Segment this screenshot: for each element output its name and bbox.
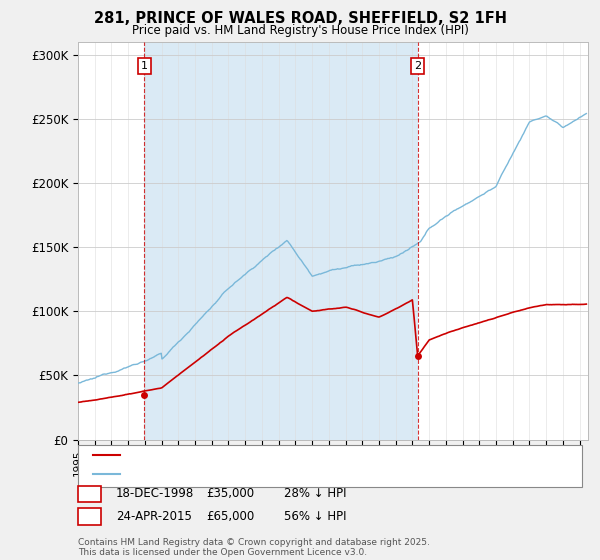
Text: 281, PRINCE OF WALES ROAD, SHEFFIELD, S2 1FH: 281, PRINCE OF WALES ROAD, SHEFFIELD, S2… <box>94 11 506 26</box>
Text: £65,000: £65,000 <box>206 510 254 524</box>
Text: Price paid vs. HM Land Registry's House Price Index (HPI): Price paid vs. HM Land Registry's House … <box>131 24 469 36</box>
Text: 24-APR-2015: 24-APR-2015 <box>116 510 191 524</box>
Text: 281, PRINCE OF WALES ROAD, SHEFFIELD, S2 1FH (semi-detached house): 281, PRINCE OF WALES ROAD, SHEFFIELD, S2… <box>126 450 510 460</box>
Text: 2: 2 <box>85 510 94 524</box>
Text: 56% ↓ HPI: 56% ↓ HPI <box>284 510 346 524</box>
Text: 1: 1 <box>85 487 94 501</box>
Text: 18-DEC-1998: 18-DEC-1998 <box>116 487 194 501</box>
Text: HPI: Average price, semi-detached house, Sheffield: HPI: Average price, semi-detached house,… <box>126 469 394 479</box>
Text: 1: 1 <box>141 61 148 71</box>
Text: £35,000: £35,000 <box>206 487 254 501</box>
Text: 28% ↓ HPI: 28% ↓ HPI <box>284 487 346 501</box>
Text: 2: 2 <box>414 61 421 71</box>
Text: Contains HM Land Registry data © Crown copyright and database right 2025.
This d: Contains HM Land Registry data © Crown c… <box>78 538 430 557</box>
Bar <box>145 42 418 440</box>
